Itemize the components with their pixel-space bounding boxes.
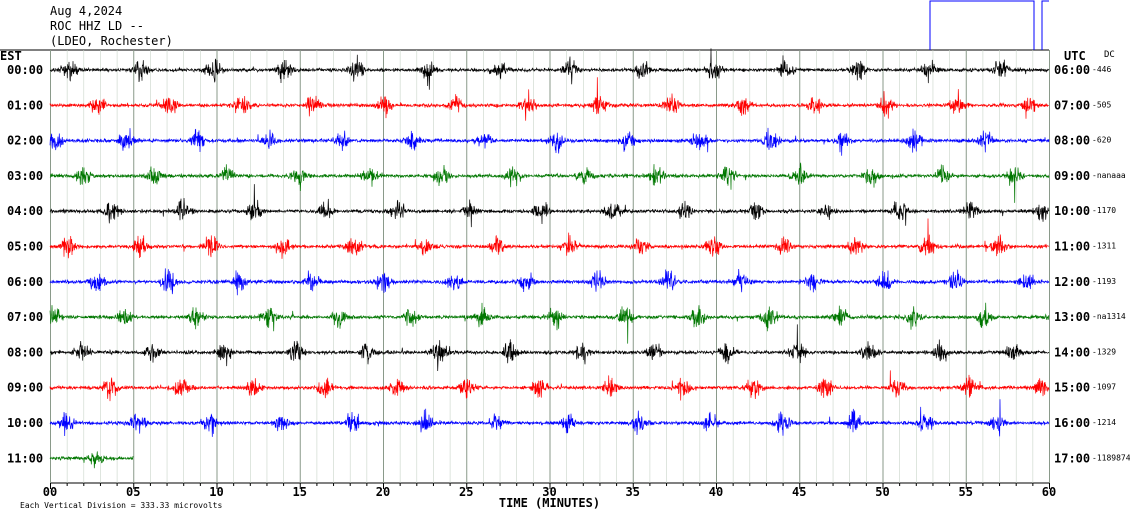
trace-row-0400 <box>49 184 1050 228</box>
dc-offset-value: -1214 <box>1092 418 1116 427</box>
utc-row-label: 14:00 <box>1054 345 1090 359</box>
est-row-label: 06:00 <box>7 275 43 289</box>
x-tick-label: 05 <box>126 485 140 499</box>
est-row-label: 01:00 <box>7 98 43 112</box>
scale-note: Each Vertical Division = 333.33 microvol… <box>20 501 222 510</box>
utc-row-label: 15:00 <box>1054 381 1090 395</box>
trace-row-0100 <box>49 77 1049 121</box>
dc-offset-value: -1189874 <box>1092 453 1130 462</box>
est-row-label: 05:00 <box>7 240 43 254</box>
dc-offset-value: -1329 <box>1092 347 1116 356</box>
est-row-label: 11:00 <box>7 451 43 465</box>
x-axis-title: TIME (MINUTES) <box>499 496 600 510</box>
est-axis-label: EST <box>0 49 22 63</box>
x-tick-label: 45 <box>792 485 806 499</box>
x-tick-label: 60 <box>1042 485 1056 499</box>
utc-row-label: 16:00 <box>1054 416 1090 430</box>
trace-row-1100 <box>49 451 134 469</box>
overlay-box <box>929 0 1035 50</box>
est-row-label: 10:00 <box>7 416 43 430</box>
dc-offset-value: -620 <box>1092 136 1111 145</box>
est-row-label: 09:00 <box>7 381 43 395</box>
utc-row-label: 11:00 <box>1054 240 1090 254</box>
x-tick-label: 35 <box>626 485 640 499</box>
overlay-box-right <box>1041 0 1049 50</box>
seismic-traces <box>49 0 1050 469</box>
header-station: ROC HHZ LD -- <box>50 19 144 33</box>
dc-offset-value: -446 <box>1092 65 1111 74</box>
dc-offset-value: -1170 <box>1092 206 1116 215</box>
axis-labels: 00 05 10 15 20 25 30 35 40 45 50 55 60 TIME (MINUTES)… <box>0 49 1130 510</box>
x-tick-label: 40 <box>709 485 723 499</box>
x-tick-label: 15 <box>293 485 307 499</box>
est-row-label: 03:00 <box>7 169 43 183</box>
trace-row-0700 <box>49 302 1050 344</box>
trace-row-0000 <box>49 48 1050 90</box>
est-row-label: 04:00 <box>7 204 43 218</box>
utc-row-label: 08:00 <box>1054 134 1090 148</box>
est-row-label: 08:00 <box>7 345 43 359</box>
x-tick-label: 25 <box>459 485 473 499</box>
trace-row-0600 <box>49 268 1050 296</box>
utc-axis-label: UTC <box>1064 49 1086 63</box>
trace-row-1000 <box>49 399 1050 437</box>
est-row-label: 07:00 <box>7 310 43 324</box>
x-tick-label: 00 <box>43 485 57 499</box>
dc-offset-value: -1311 <box>1092 242 1116 251</box>
x-tick-label: 20 <box>376 485 390 499</box>
dc-offset-value: -1097 <box>1092 383 1116 392</box>
trace-row-0300 <box>49 162 1050 203</box>
time-gridlines <box>0 49 1050 489</box>
dc-offset-value: -nanaaa <box>1092 171 1126 180</box>
est-row-label: 02:00 <box>7 134 43 148</box>
utc-row-label: 06:00 <box>1054 63 1090 77</box>
dc-offset-value: -1193 <box>1092 277 1116 286</box>
est-row-label: 00:00 <box>7 63 43 77</box>
header-date: Aug 4,2024 <box>50 4 123 18</box>
utc-row-label: 12:00 <box>1054 275 1090 289</box>
trace-row-0200 <box>49 127 1050 156</box>
utc-row-label: 09:00 <box>1054 169 1090 183</box>
dc-column-label: DC <box>1104 50 1115 60</box>
dc-offset-value: -na1314 <box>1092 312 1126 321</box>
dc-offset-value: -505 <box>1092 100 1111 109</box>
x-tick-label: 55 <box>959 485 973 499</box>
header-network: (LDEO, Rochester) <box>50 34 173 48</box>
x-tick-label: 50 <box>875 485 889 499</box>
x-tick-label: 10 <box>209 485 223 499</box>
utc-row-label: 13:00 <box>1054 310 1090 324</box>
utc-row-label: 10:00 <box>1054 204 1090 218</box>
trace-row-0900 <box>49 370 1050 402</box>
utc-row-label: 17:00 <box>1054 451 1090 465</box>
trace-row-0800 <box>49 324 1050 372</box>
trace-row-0500 <box>49 218 1050 259</box>
x-tick-label: 30 <box>542 485 556 499</box>
utc-row-label: 07:00 <box>1054 98 1090 112</box>
